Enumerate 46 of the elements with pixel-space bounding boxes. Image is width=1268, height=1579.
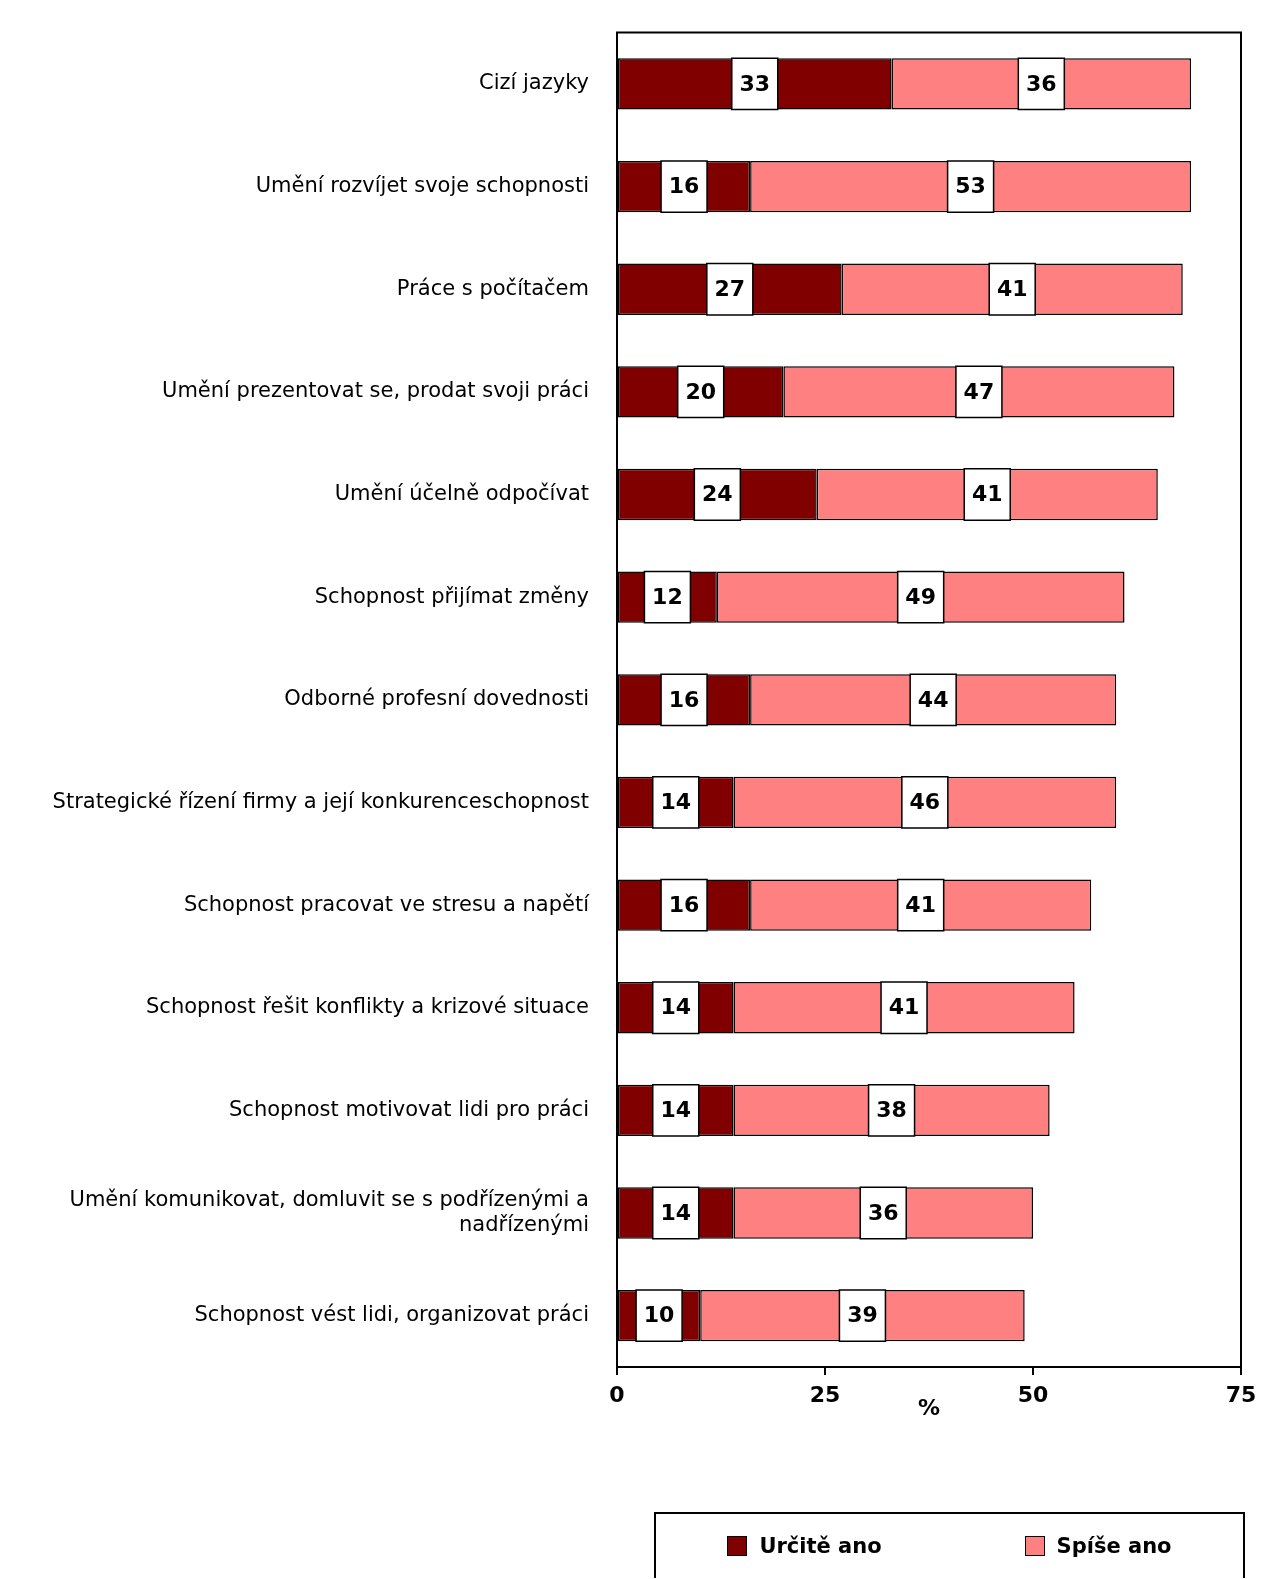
data-label: 16 <box>668 173 700 199</box>
y-tick-label: Schopnost řešit konflikty a krizové situace <box>146 994 589 1019</box>
y-tick-label: Schopnost pracovat ve stresu a napětí <box>183 891 591 916</box>
data-label: 14 <box>660 1097 692 1123</box>
data-label: 49 <box>905 583 936 609</box>
data-label: 41 <box>996 275 1028 301</box>
y-tick-label: Umění rozvíjet svoje schopnosti <box>255 173 589 198</box>
y-tick-label: Umění prezentovat se, prodat svoji práci <box>162 378 589 403</box>
data-label: 38 <box>876 1097 907 1123</box>
legend-label: Určitě ano <box>759 1534 882 1558</box>
data-label: 12 <box>652 583 683 609</box>
x-axis-title: % <box>917 1394 941 1420</box>
x-tick-label: 25 <box>809 1381 841 1407</box>
y-tick-label: Schopnost motivovat lidi pro práci <box>229 1096 589 1121</box>
data-label: 39 <box>847 1302 878 1328</box>
data-label: 20 <box>685 378 717 404</box>
y-tick-label: Práce s počítačem <box>396 275 589 300</box>
data-label: 36 <box>867 1199 899 1225</box>
y-tick-label: Odborné profesní dovednosti <box>284 686 589 711</box>
data-label: 47 <box>963 378 995 404</box>
data-label: 14 <box>660 1199 692 1225</box>
data-label: 14 <box>660 994 692 1020</box>
legend-label: Spíše ano <box>1056 1534 1172 1558</box>
x-tick-label: 0 <box>609 1381 625 1407</box>
data-label: 27 <box>714 275 746 301</box>
y-tick-label: Umění účelně odpočívat <box>334 480 589 505</box>
data-label: 14 <box>660 789 692 815</box>
data-label: 41 <box>905 891 936 917</box>
y-tick-label: Cizí jazyky <box>478 70 589 95</box>
x-tick-label: 75 <box>1225 1381 1257 1407</box>
data-label: 46 <box>909 789 941 815</box>
data-label: 36 <box>1026 70 1057 96</box>
y-tick-label: Schopnost přijímat změny <box>314 583 589 608</box>
y-tick-label: Umění komunikovat, domluvit se s podřízenými a nadřízenými <box>69 1186 589 1237</box>
data-label: 53 <box>955 173 986 199</box>
data-label: 44 <box>917 686 949 712</box>
data-label: 16 <box>668 891 700 917</box>
data-label: 33 <box>739 70 771 96</box>
x-tick-label: 50 <box>1017 1381 1049 1407</box>
data-label: 41 <box>971 481 1003 507</box>
data-label: 10 <box>643 1302 675 1328</box>
y-tick-label: Schopnost vést lidi, organizovat práci <box>194 1302 589 1327</box>
y-tick-label: Strategické řízení firmy a její konkurenceschopnost <box>52 788 589 813</box>
data-label: 16 <box>668 686 700 712</box>
data-label: 24 <box>702 481 733 507</box>
data-label: 41 <box>888 994 920 1020</box>
